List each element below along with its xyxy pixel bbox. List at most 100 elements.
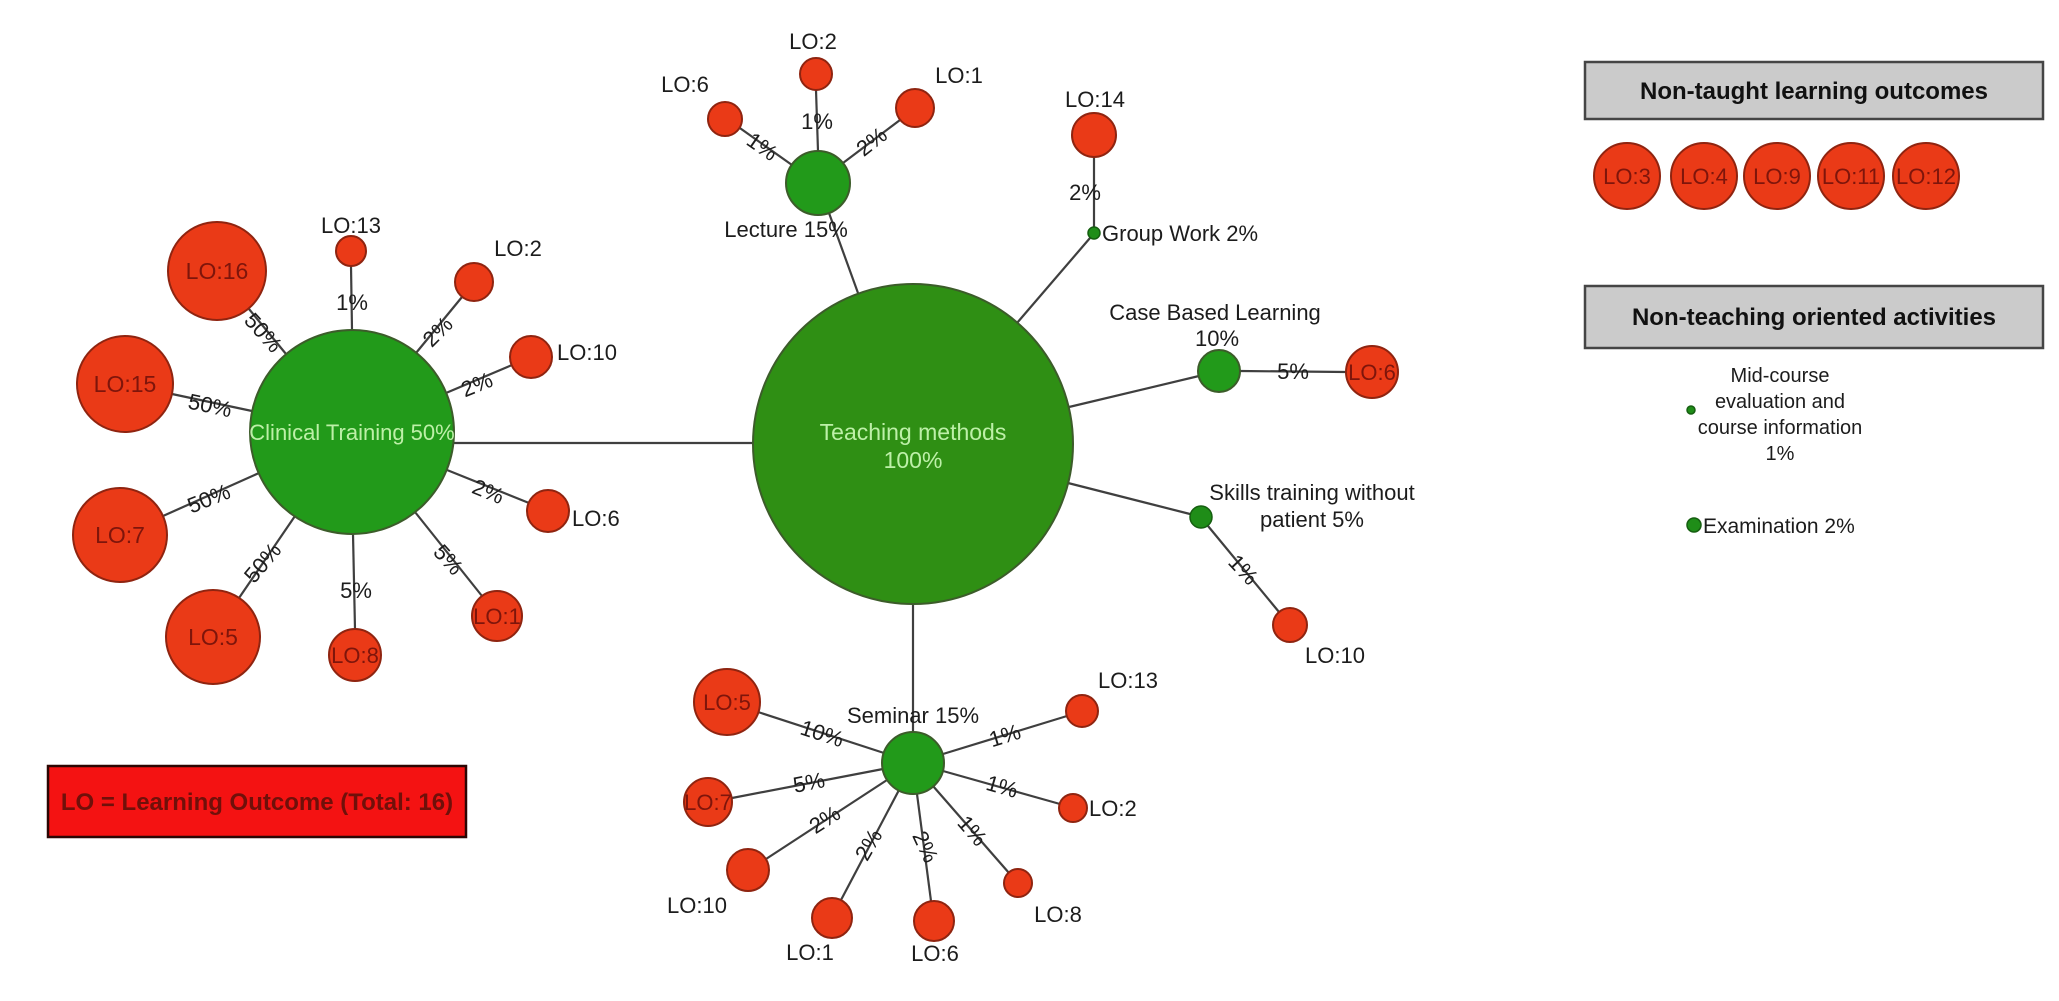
mid-course-line4: 1% — [1766, 443, 1795, 465]
pct-label: 1% — [1223, 550, 1263, 590]
lo-label: LO:3 — [1603, 164, 1651, 189]
node-teaching-methods — [752, 283, 1074, 605]
pct-label: 50% — [186, 389, 234, 423]
lo-label: LO:7 — [684, 790, 732, 815]
node-clinical-training — [249, 329, 455, 535]
lo-label: LO:6 — [911, 941, 959, 966]
node-nontaught-lo4 — [1670, 142, 1738, 210]
node-skills-lo10 — [1272, 607, 1308, 643]
pct-label: 1% — [336, 290, 368, 315]
pct-label: 5% — [1277, 359, 1309, 384]
pct-label: 5% — [791, 767, 827, 798]
node-labels: Teaching methods 100% Clinical Training … — [249, 217, 1414, 728]
edge-casebased-lo6 — [1239, 369, 1347, 374]
non-taught-header-box — [1583, 60, 2045, 121]
non-teaching-header-text: Non-teaching oriented activities — [1632, 304, 1996, 331]
node-group-work — [1087, 226, 1101, 240]
teaching-methods-label-line2: 100% — [884, 447, 943, 473]
node-seminar-lo6 — [913, 900, 955, 942]
lo-label: LO:6 — [572, 506, 620, 531]
edge-clinical-lo8 — [351, 533, 357, 630]
skills-label-line2: patient 5% — [1260, 507, 1364, 532]
node-seminar-lo2 — [1058, 793, 1088, 823]
node-skills-training — [1189, 505, 1213, 529]
lo-label: LO:5 — [703, 690, 751, 715]
node-seminar-lo10 — [726, 848, 770, 892]
legend-text: LO = Learning Outcome (Total: 16) — [61, 789, 453, 816]
node-examination — [1686, 517, 1702, 533]
lo-label: LO:2 — [1089, 796, 1137, 821]
pct-label: 2% — [469, 474, 508, 509]
lo-label: LO:10 — [557, 340, 617, 365]
lo-label: LO:12 — [1896, 164, 1956, 189]
edges — [162, 89, 1347, 902]
edge-clinical-lo13 — [349, 265, 354, 331]
pct-label: 2% — [457, 367, 496, 402]
pct-label: 1% — [986, 719, 1024, 752]
edge-seminar-lo5 — [757, 710, 885, 755]
edge-lecture-lo6 — [736, 125, 793, 166]
lo-label: LO:14 — [1065, 87, 1125, 112]
lo-label: LO:2 — [494, 236, 542, 261]
lecture-label: Lecture 15% — [724, 217, 848, 242]
edge-seminar-lo1 — [840, 789, 900, 901]
node-nontaught-lo9 — [1743, 142, 1811, 210]
lo-label: LO:10 — [667, 893, 727, 918]
lo-label: LO:10 — [1305, 643, 1365, 668]
node-clinical-lo1 — [471, 590, 523, 642]
edge-clinical-lo10 — [445, 363, 513, 395]
node-nontaught-lo3 — [1593, 142, 1661, 210]
case-based-label-line2: 10% — [1195, 326, 1239, 351]
edge-clinical-lo5 — [238, 515, 296, 599]
mid-course-line3: course information — [1698, 417, 1863, 439]
pct-label: 5% — [340, 578, 372, 603]
node-clinical-lo16 — [167, 221, 267, 321]
edge-center-lecture — [827, 212, 860, 294]
group-work-label: Group Work 2% — [1102, 221, 1258, 246]
pct-label: 50% — [239, 538, 286, 588]
node-seminar-lo5 — [693, 668, 761, 736]
red-nodes — [72, 57, 1960, 942]
pct-label: 2% — [850, 825, 888, 865]
upper-lo-labels: LO:6 LO:2 LO:1 LO:14 LO:6 LO:10 — [661, 29, 1396, 668]
edge-seminar-lo10 — [765, 779, 888, 860]
lo-label: LO:8 — [1034, 902, 1082, 927]
edge-center-groupwork — [1016, 237, 1091, 324]
node-clinical-lo7 — [72, 487, 168, 583]
lo-label: LO:7 — [95, 522, 145, 548]
lo-label: LO:9 — [1753, 164, 1801, 189]
clinical-lo-labels: LO:16 LO:13 LO:2 LO:10 LO:6 LO:1 LO:8 LO… — [94, 213, 620, 668]
non-taught-header-text: Non-taught learning outcomes — [1640, 78, 1988, 105]
pct-label: 2% — [851, 122, 891, 161]
edge-clinical-lo6 — [446, 468, 530, 505]
seminar-lo-labels: LO:5 LO:7 LO:10 LO:1 LO:6 LO:8 LO:2 LO:1… — [667, 668, 1158, 966]
lo-label: LO:15 — [94, 371, 157, 397]
node-clinical-lo15 — [76, 335, 174, 433]
lo-label: LO:1 — [935, 63, 983, 88]
lo-label: LO:4 — [1680, 164, 1728, 189]
edge-clinical-lo1 — [414, 511, 483, 597]
node-lecture-lo2 — [799, 57, 833, 91]
legend: LO = Learning Outcome (Total: 16) — [46, 764, 468, 839]
pct-label: 2% — [1069, 180, 1101, 205]
edge-center-casebased — [1068, 374, 1200, 409]
node-nontaught-lo12 — [1892, 142, 1960, 210]
edge-clinical-lo16 — [248, 308, 287, 355]
pct-label: 2% — [805, 800, 845, 838]
node-seminar-lo13 — [1065, 694, 1099, 728]
node-lecture-lo1 — [895, 88, 935, 128]
pct-label: 1% — [983, 770, 1020, 803]
lo-label: LO:8 — [331, 643, 379, 668]
pct-label: 2% — [418, 312, 458, 352]
edge-seminar-lo7 — [731, 767, 884, 800]
lo-label: LO:13 — [1098, 668, 1158, 693]
clinical-training-label: Clinical Training 50% — [249, 420, 454, 445]
edge-clinical-lo2 — [415, 296, 463, 354]
lo-label: LO:1 — [473, 604, 521, 629]
pct-label: 5% — [428, 539, 468, 579]
examination-label: Examination 2% — [1703, 515, 1855, 538]
node-clinical-lo10 — [509, 335, 553, 379]
edge-center-skills — [1067, 481, 1191, 516]
non-teaching-header-box — [1583, 284, 2045, 350]
